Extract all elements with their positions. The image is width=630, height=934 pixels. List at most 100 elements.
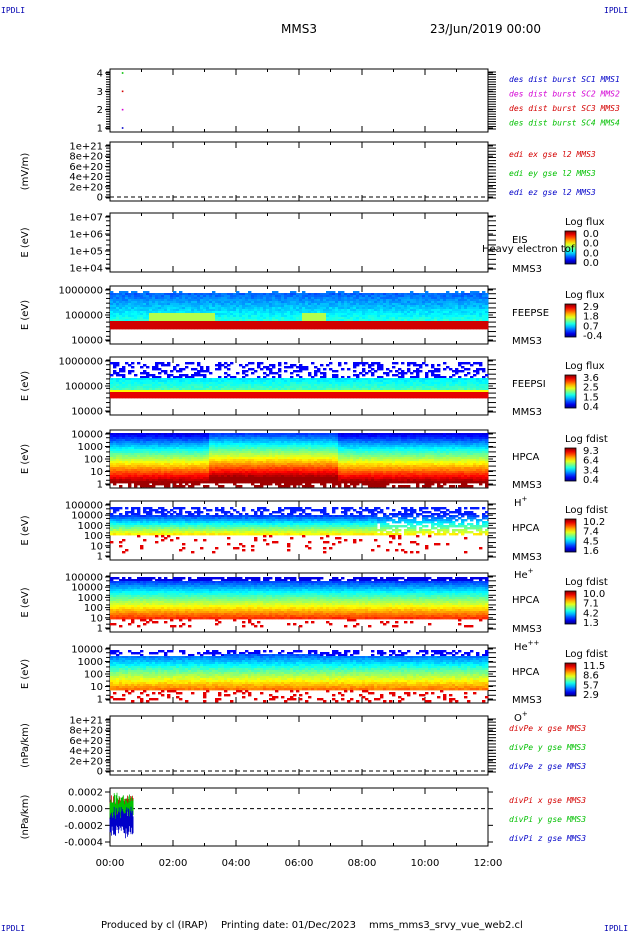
feepse-spectrogram-cell (377, 305, 381, 308)
feepse-spectrogram-cell (395, 307, 399, 310)
feepse-spectrogram-cell (260, 317, 264, 320)
feepsi-spectrogram-cell (314, 384, 318, 387)
feepsi-spectrogram-cell (182, 384, 186, 387)
feepsi-spectrogram-cell (473, 392, 477, 395)
feepse-spectrogram-cell (383, 307, 387, 310)
feepsi-spectrogram-cell (437, 376, 441, 379)
feepsi-spectrogram-cell (437, 378, 441, 381)
feepsi-spectrogram-cell (290, 390, 294, 393)
feepsi-spectrogram-cell (167, 390, 171, 393)
feepse-spectrogram-cell (353, 305, 357, 308)
hpca-h-spectrogram-cell (128, 441, 132, 444)
feepsi-spectrogram-cell (278, 382, 282, 385)
feepsi-spectrogram-cell (314, 372, 318, 375)
feepsi-spectrogram-cell (395, 362, 399, 365)
feepse-spectrogram-cell (110, 299, 114, 302)
feepsi-spectrogram-cell (320, 372, 324, 375)
feepse-spectrogram-cell (248, 319, 252, 322)
feepse-spectrogram-cell (155, 297, 159, 300)
hpca-h-ytick-label: 100 (84, 455, 103, 466)
feepse-spectrogram-cell (266, 297, 270, 300)
feepsi-spectrogram-cell (149, 384, 153, 387)
feepse-spectrogram-cell (305, 317, 309, 320)
feepse-spectrogram-cell (431, 301, 435, 304)
feepse-spectrogram-cell (260, 297, 264, 300)
feepse-spectrogram-cell (482, 311, 486, 314)
feepsi-spectrogram-cell (173, 396, 177, 399)
feepsi-spectrogram-cell (206, 386, 210, 389)
feepse-spectrogram-cell (179, 311, 183, 314)
hpca-h-spectrogram-cell (128, 457, 132, 460)
feepse-spectrogram-cell (197, 303, 201, 306)
hpca-h-spectrogram-cell (140, 473, 144, 476)
feepse-spectrogram-cell (200, 315, 204, 318)
feepsi-spectrogram-cell (380, 392, 384, 395)
feepsi-spectrogram-cell (164, 370, 168, 373)
feepsi-spectrogram-cell (398, 392, 402, 395)
feepsi-spectrogram-cell (365, 384, 369, 387)
feepse-spectrogram-cell (407, 303, 411, 306)
feepsi-spectrogram-cell (236, 396, 240, 399)
feepse-spectrogram-cell (383, 297, 387, 300)
feepse-spectrogram-cell (308, 323, 312, 326)
feepsi-spectrogram-cell (392, 362, 396, 365)
hpca-h-spectrogram-cell (110, 457, 114, 460)
feepse-spectrogram-cell (479, 315, 483, 318)
feepse-spectrogram-cell (347, 323, 351, 326)
feepse-spectrogram-cell (188, 323, 192, 326)
feepse-spectrogram-cell (482, 293, 486, 296)
feepsi-spectrogram-cell (362, 396, 366, 399)
feepse-spectrogram-cell (242, 323, 246, 326)
feepsi-spectrogram-cell (275, 384, 279, 387)
hpca-h-spectrogram-cell (149, 445, 153, 448)
feepse-spectrogram-cell (209, 297, 213, 300)
feepsi-spectrogram-cell (443, 384, 447, 387)
feepsi-spectrogram-cell (215, 386, 219, 389)
feepse-spectrogram-cell (311, 319, 315, 322)
feepse-spectrogram-cell (404, 313, 408, 316)
feepsi-spectrogram-cell (389, 370, 393, 373)
feepse-spectrogram-cell (245, 295, 249, 298)
feepse-spectrogram-cell (458, 323, 462, 326)
feepsi-spectrogram-cell (344, 388, 348, 391)
feepse-spectrogram-cell (206, 311, 210, 314)
feepse-spectrogram-cell (407, 323, 411, 326)
feepse-spectrogram-cell (398, 321, 402, 324)
hpca-h-spectrogram-cell (140, 477, 144, 480)
feepse-spectrogram-cell (221, 311, 225, 314)
feepse-spectrogram-cell (485, 311, 489, 314)
feepse-spectrogram-cell (149, 323, 153, 326)
feepsi-spectrogram-cell (134, 374, 138, 377)
feepse-spectrogram-cell (152, 299, 156, 302)
feepsi-spectrogram-cell (191, 374, 195, 377)
feepsi-spectrogram-cell (173, 394, 177, 397)
feepsi-spectrogram-cell (290, 388, 294, 391)
feepse-spectrogram-cell (404, 311, 408, 314)
feepsi-spectrogram-cell (302, 390, 306, 393)
feepse-spectrogram-cell (212, 307, 216, 310)
feepsi-spectrogram-cell (347, 390, 351, 393)
feepsi-spectrogram-cell (233, 382, 237, 385)
feepse-spectrogram-cell (272, 311, 276, 314)
feepse-spectrogram-cell (305, 319, 309, 322)
feepsi-spectrogram-cell (332, 378, 336, 381)
hpca-h-spectrogram-cell (122, 467, 126, 470)
feepsi-spectrogram-cell (125, 388, 129, 391)
feepsi-spectrogram-cell (332, 394, 336, 397)
feepse-spectrogram-cell (122, 323, 126, 326)
feepse-spectrogram-cell (236, 323, 240, 326)
feepse-spectrogram-cell (122, 321, 126, 324)
feepse-spectrogram-cell (230, 319, 234, 322)
hpca-h-spectrogram-cell (149, 463, 153, 466)
feepse-spectrogram-cell (416, 299, 420, 302)
feepse-spectrogram-cell (293, 311, 297, 314)
feepse-spectrogram-cell (188, 307, 192, 310)
feepsi-spectrogram-cell (359, 392, 363, 395)
feepsi-spectrogram-cell (395, 394, 399, 397)
feepse-spectrogram-cell (302, 309, 306, 312)
feepsi-spectrogram-cell (437, 396, 441, 399)
feepsi-spectrogram-cell (161, 380, 165, 383)
feepse-spectrogram-cell (119, 305, 123, 308)
feepsi-spectrogram-cell (458, 362, 462, 365)
hpca-h-spectrogram-cell (164, 471, 168, 474)
